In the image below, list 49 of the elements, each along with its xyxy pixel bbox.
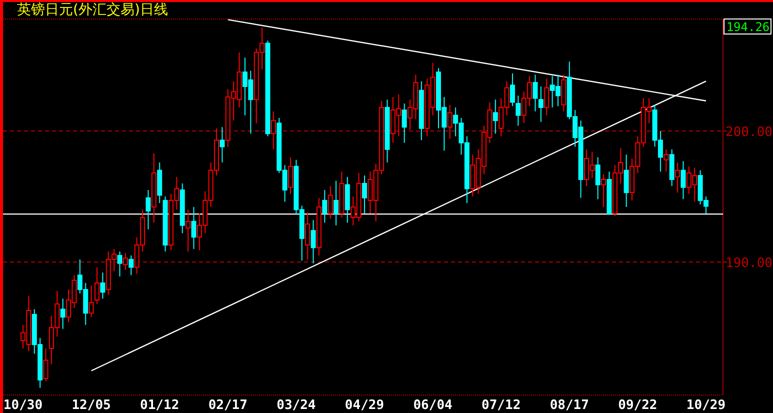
candlestick bbox=[220, 126, 225, 163]
x-tick-label: 03/24 bbox=[276, 398, 316, 413]
candlestick bbox=[418, 80, 424, 141]
candlestick bbox=[270, 110, 276, 150]
candlestick bbox=[492, 99, 498, 134]
x-tick-label: 09/22 bbox=[618, 398, 658, 413]
candlestick bbox=[516, 95, 521, 126]
chart-title: 英镑日元(外汇交易)日线 bbox=[17, 2, 168, 18]
candlestick bbox=[100, 272, 106, 300]
x-tick-label: 02/17 bbox=[208, 398, 248, 413]
candlestick bbox=[328, 186, 333, 220]
candlestick bbox=[680, 160, 686, 200]
candlestick bbox=[146, 189, 151, 230]
candlestick bbox=[447, 104, 452, 140]
candlestick bbox=[595, 156, 600, 200]
candlestick bbox=[157, 162, 162, 204]
candlestick bbox=[544, 78, 550, 116]
candlestick bbox=[310, 220, 316, 264]
y-tick-label: 200.00 bbox=[726, 125, 772, 140]
candlestick bbox=[191, 206, 196, 250]
x-tick-label: 06/04 bbox=[413, 398, 453, 413]
candlestick bbox=[322, 189, 328, 224]
candlestick bbox=[402, 103, 407, 144]
candlestick bbox=[624, 154, 629, 208]
candlestick bbox=[675, 162, 680, 194]
x-tick-label: 08/17 bbox=[550, 398, 589, 413]
x-tick-label: 07/12 bbox=[482, 398, 521, 413]
candlestick bbox=[151, 152, 156, 224]
candlestick bbox=[60, 298, 66, 330]
x-tick-label: 10/29 bbox=[686, 398, 726, 413]
x-tick-label: 01/12 bbox=[140, 398, 180, 413]
candlestick bbox=[180, 182, 185, 234]
text: 194.26 bbox=[726, 20, 770, 34]
candlestick bbox=[384, 99, 390, 163]
x-tick-label: 12/05 bbox=[72, 398, 111, 413]
candlestick bbox=[532, 74, 538, 112]
candlestick bbox=[561, 74, 566, 112]
candlestick bbox=[601, 174, 606, 208]
candlestick bbox=[288, 156, 293, 194]
candlestick bbox=[316, 197, 322, 256]
x-tick-label: 10/30 bbox=[3, 398, 43, 413]
candlestick bbox=[334, 180, 339, 226]
candlestick bbox=[538, 86, 544, 122]
candlestick bbox=[344, 176, 350, 224]
candlestick bbox=[305, 212, 310, 260]
candlestick bbox=[186, 209, 191, 252]
candlestick bbox=[362, 175, 367, 214]
y-tick-label: 190.00 bbox=[726, 256, 772, 272]
x-tick-label: 04/29 bbox=[344, 398, 384, 413]
